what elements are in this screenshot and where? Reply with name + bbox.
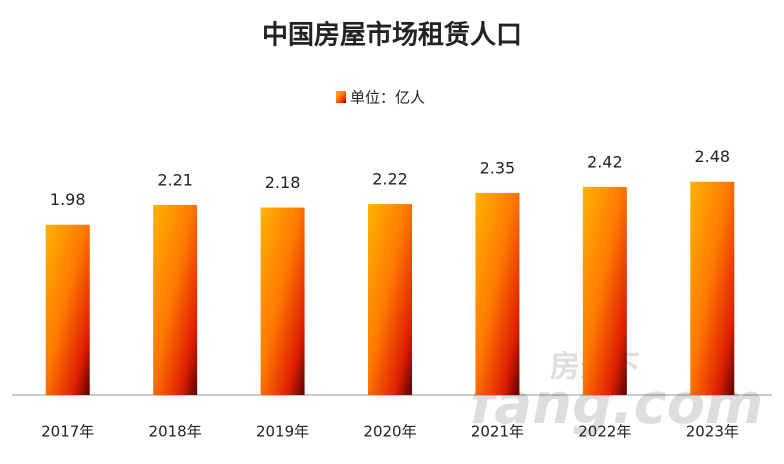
x-tick-label: 2019年	[256, 423, 309, 441]
x-tick-label: 2020年	[363, 423, 416, 441]
x-tick-label: 2023年	[686, 423, 739, 441]
x-tick-label: 2022年	[578, 423, 631, 441]
bar	[690, 181, 735, 395]
x-tick-label: 2021年	[471, 423, 524, 441]
bar	[45, 224, 90, 395]
x-tick-label: 2017年	[41, 423, 94, 441]
bar	[368, 204, 412, 395]
value-label: 2.18	[265, 173, 301, 192]
bar	[475, 192, 520, 395]
x-tick-label: 2018年	[149, 423, 202, 441]
value-label: 2.48	[694, 147, 730, 166]
value-label: 2.22	[372, 170, 408, 189]
value-label: 1.98	[50, 190, 86, 209]
bar	[153, 204, 198, 395]
legend-swatch	[336, 91, 346, 103]
chart-title: 中国房屋市场租赁人口	[262, 20, 522, 51]
value-label: 2.35	[480, 158, 516, 177]
legend-label: 单位：亿人	[350, 89, 425, 107]
value-label: 2.21	[157, 170, 193, 189]
bar	[582, 186, 627, 395]
bar	[260, 207, 305, 395]
value-label: 2.42	[587, 152, 623, 171]
